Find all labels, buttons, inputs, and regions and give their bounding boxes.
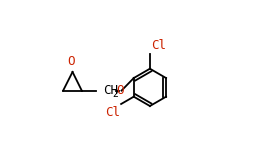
Text: Cl: Cl xyxy=(151,39,166,52)
Text: O: O xyxy=(67,55,74,68)
Text: 2: 2 xyxy=(112,89,118,99)
Text: CH: CH xyxy=(103,84,118,97)
Text: O: O xyxy=(116,84,124,97)
Text: Cl: Cl xyxy=(105,106,120,119)
